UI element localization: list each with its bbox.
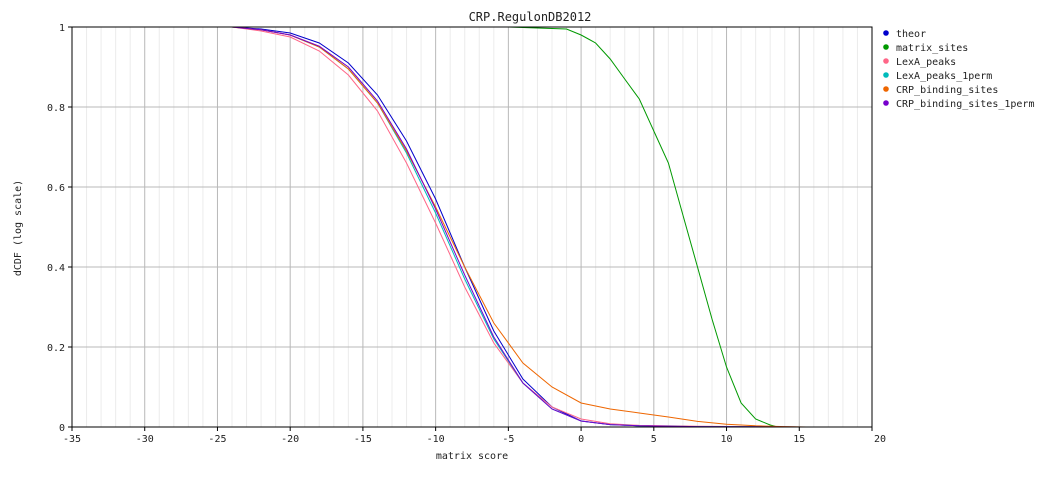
- legend-label: LexA_peaks: [896, 57, 956, 68]
- y-tick-label: 0.4: [47, 263, 65, 274]
- series-line-matrix-sites: [115, 26, 778, 428]
- legend-marker: [883, 72, 889, 78]
- x-tick-label: 5: [651, 434, 657, 445]
- x-tick-label: -20: [281, 434, 299, 445]
- plot-area: [72, 27, 872, 427]
- x-axis-ticks: -35 -30 -25 -20 -15 -10 -5 0 5 10 15 20: [63, 427, 886, 445]
- legend-marker: [883, 44, 889, 50]
- legend-label: CRP_binding_sites_1perm: [896, 99, 1034, 110]
- x-tick-label: -5: [502, 434, 514, 445]
- x-tick-label: 10: [721, 434, 733, 445]
- plot-frame: [71, 26, 873, 428]
- minor-grid: [86, 27, 858, 427]
- y-tick-label: 0: [59, 423, 65, 434]
- x-tick-label: -25: [208, 434, 226, 445]
- x-tick-label: 0: [578, 434, 584, 445]
- legend-label: theor: [896, 29, 926, 40]
- series-line-crp-binding-sites-1perm: [115, 26, 800, 428]
- y-axis-ticks: 0 0.2 0.4 0.6 0.8 1: [47, 23, 72, 434]
- x-tick-label: -30: [136, 434, 154, 445]
- legend-label: LexA_peaks_1perm: [896, 71, 992, 82]
- chart-title: CRP.RegulonDB2012: [469, 10, 592, 24]
- legend-label: matrix_sites: [896, 43, 968, 54]
- y-axis-label: dCDF (log scale): [13, 180, 24, 276]
- y-tick-label: 0.2: [47, 343, 65, 354]
- legend-marker: [883, 86, 889, 92]
- legend-label: CRP_binding_sites: [896, 85, 998, 96]
- x-tick-label: -35: [63, 434, 81, 445]
- legend-marker: [883, 100, 889, 106]
- x-tick-label: -15: [354, 434, 372, 445]
- legend-marker: [883, 30, 889, 36]
- x-tick-label: 20: [874, 434, 886, 445]
- series-layer: [115, 26, 807, 428]
- legend-marker: [883, 58, 889, 64]
- legend: theor matrix_sites LexA_peaks LexA_peaks_1p…: [883, 29, 1034, 110]
- y-tick-label: 0.6: [47, 183, 65, 194]
- plot-background: [72, 27, 872, 427]
- x-tick-label: -10: [427, 434, 445, 445]
- y-tick-label: 1: [59, 23, 65, 34]
- axes: [71, 26, 873, 428]
- y-tick-label: 0.8: [47, 103, 65, 114]
- x-axis-label: matrix score: [436, 451, 508, 462]
- x-tick-label: 15: [793, 434, 805, 445]
